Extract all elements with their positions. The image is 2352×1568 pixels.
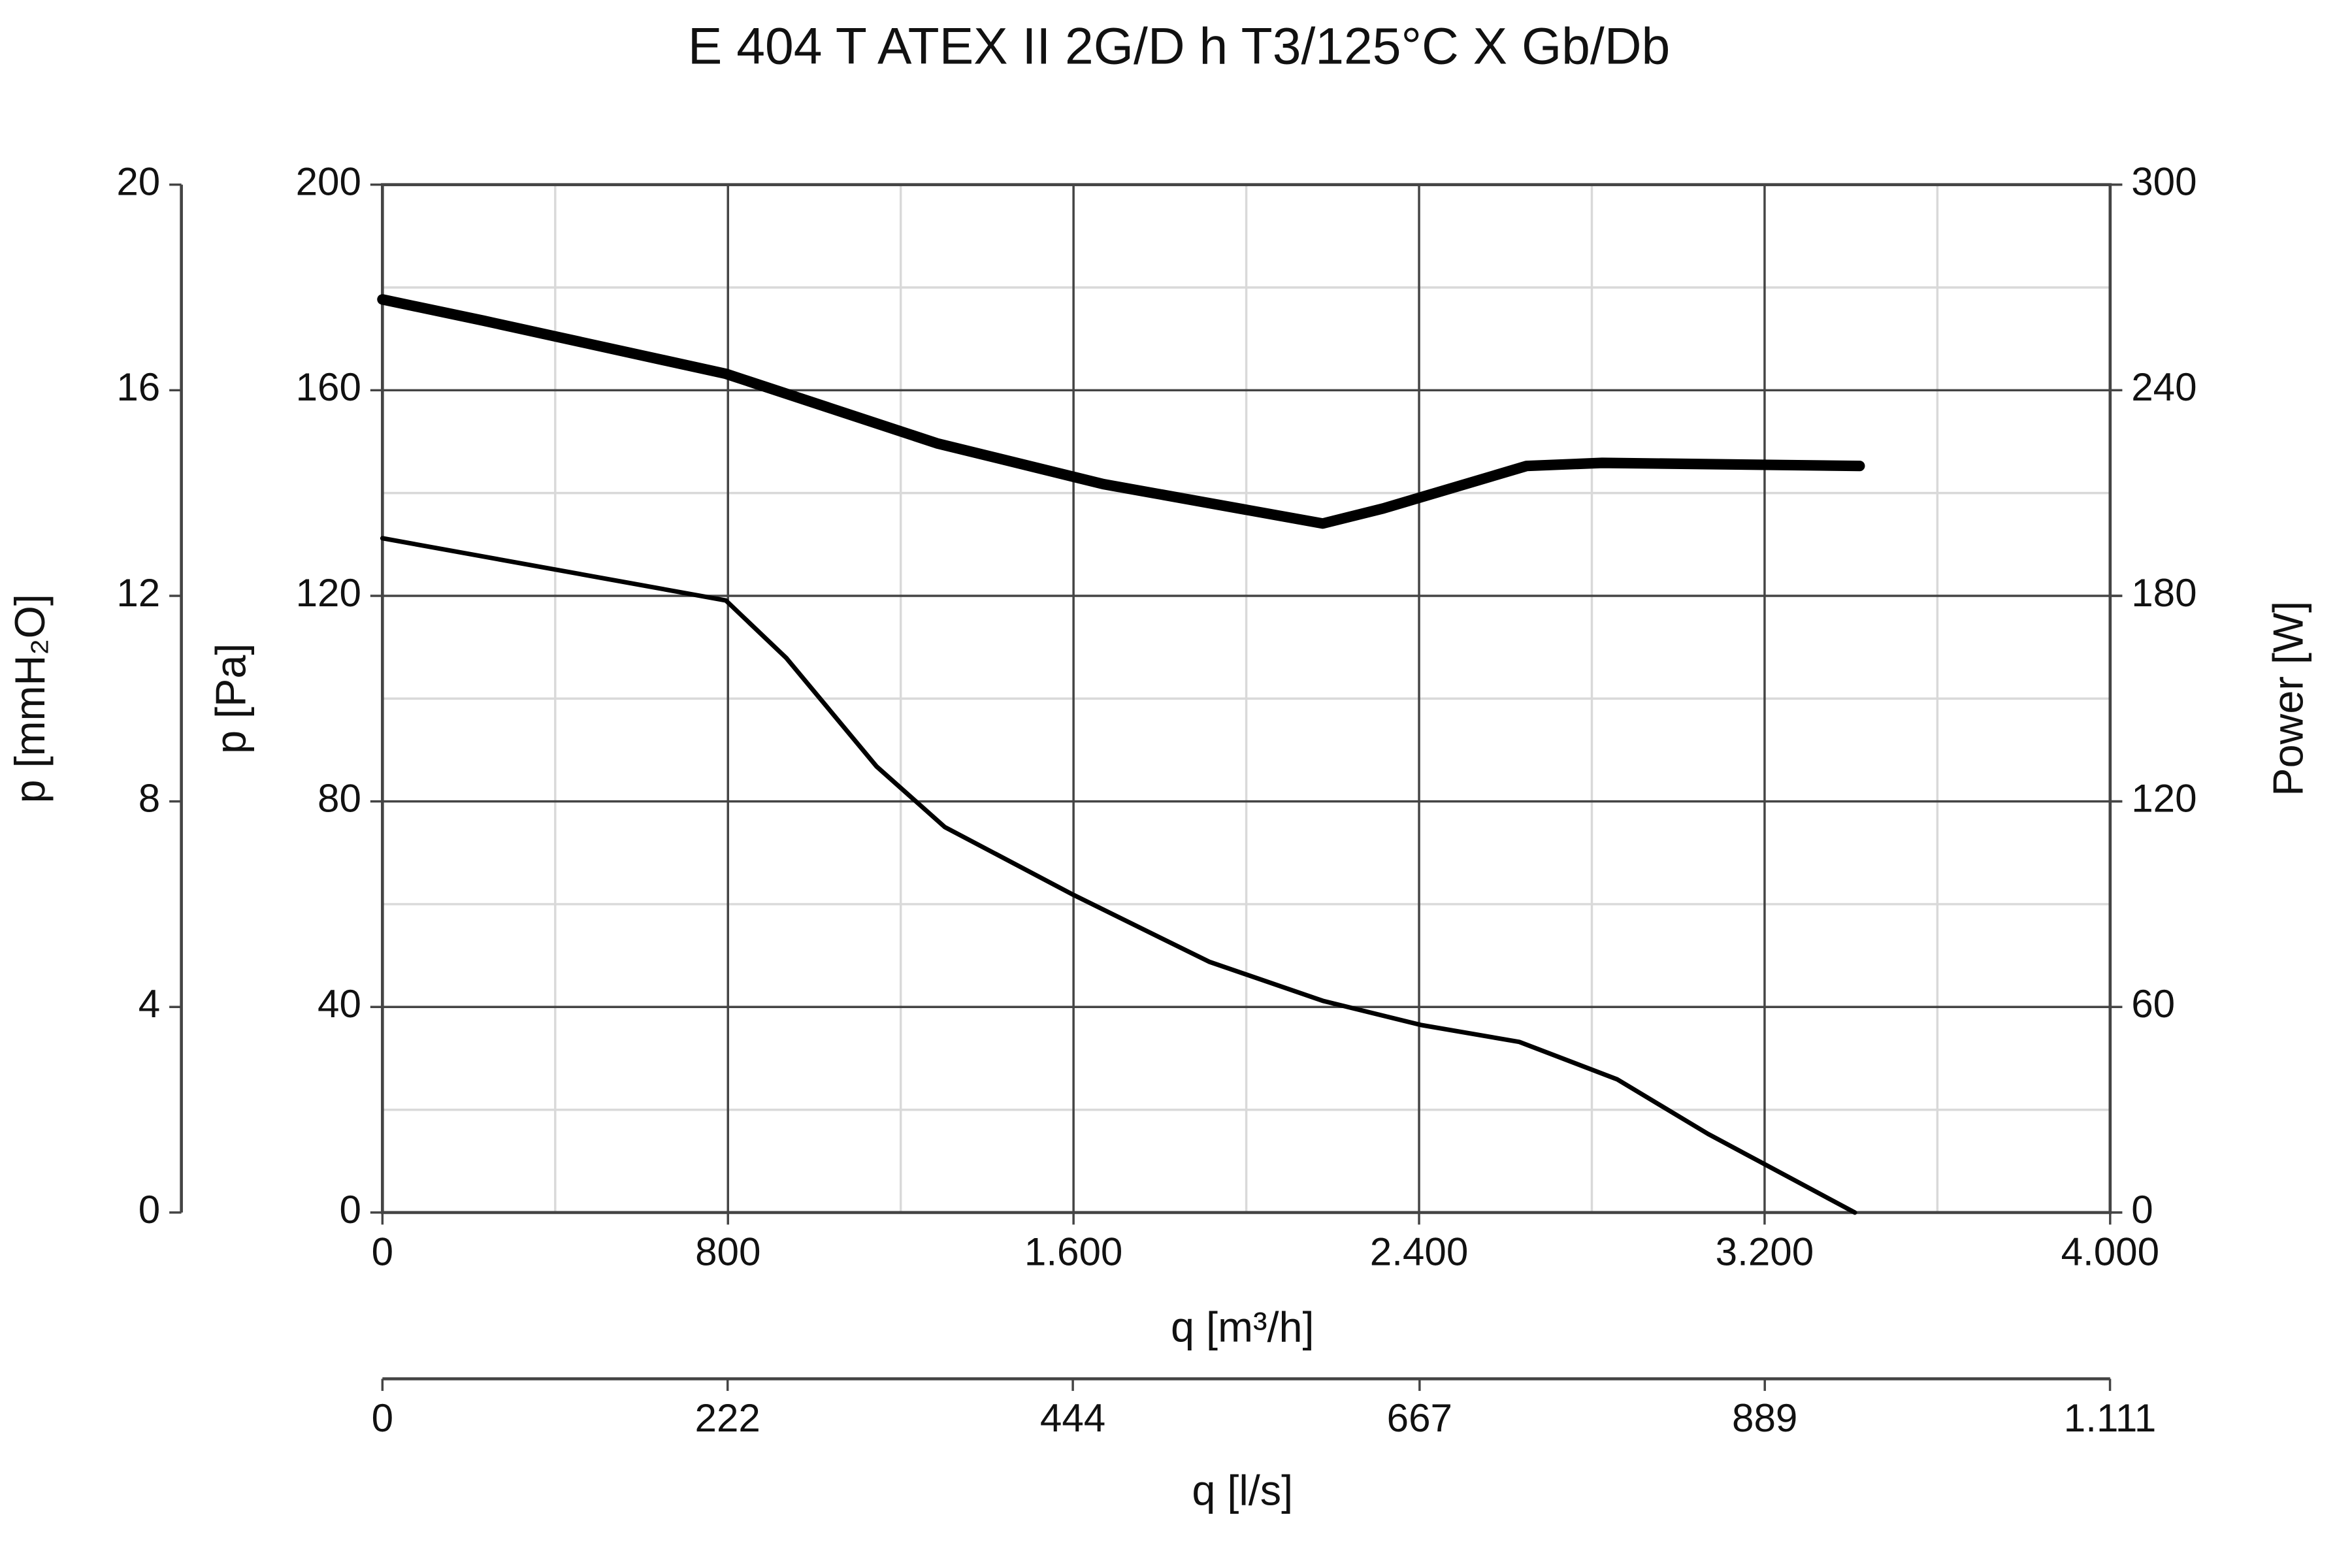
x-axis-label: q [m³/h] [1171,1303,1315,1350]
y3-tick-label: 4 [139,982,160,1026]
y3-tick-label: 8 [139,776,160,820]
y-tick-label: 40 [318,982,361,1026]
y2-tick-label: 60 [2131,982,2175,1026]
y-tick-label: 160 [296,365,361,409]
y3-tick-label: 20 [116,160,160,204]
x-tick-label: 0 [372,1230,393,1274]
y-tick-label: 120 [296,571,361,615]
x-tick-label: 1.600 [1024,1230,1123,1274]
y2-tick-label: 300 [2131,160,2197,204]
y3-axis-label: p [mmH₂O] [6,594,54,803]
chart-title: E 404 T ATEX II 2G/D h T3/125°C X Gb/Db [688,18,1670,75]
y2-tick-label: 0 [2131,1188,2153,1232]
series-line [377,294,1865,529]
x2-tick-label: 889 [1732,1396,1797,1440]
series-line [380,536,1857,1215]
y2-tick-label: 240 [2131,365,2197,409]
x-tick-label: 800 [695,1230,760,1274]
y-tick-label: 0 [340,1188,361,1232]
y-axis-label: p [Pa] [207,644,255,754]
y2-tick-label: 120 [2131,776,2197,820]
plot-frame [381,183,2112,1215]
x-tick-label: 4.000 [2061,1230,2159,1274]
x2-tick-label: 0 [372,1396,393,1440]
x2-tick-label: 222 [695,1396,760,1440]
y3-tick-label: 16 [116,365,160,409]
y3-tick-label: 0 [139,1188,160,1232]
x2-tick-label: 667 [1387,1396,1452,1440]
y2-tick-label: 180 [2131,571,2197,615]
y-tick-label: 80 [318,776,361,820]
x2-axis-label: q [l/s] [1192,1466,1293,1514]
y2-axis-label: Power [W] [2264,601,2312,796]
x-tick-label: 3.200 [1716,1230,1814,1274]
y-tick-label: 200 [296,160,361,204]
x-tick-label: 2.400 [1370,1230,1469,1274]
y3-tick-label: 12 [116,571,160,615]
x2-tick-label: 444 [1040,1396,1105,1440]
x2-tick-label: 1.111 [2064,1396,2157,1440]
